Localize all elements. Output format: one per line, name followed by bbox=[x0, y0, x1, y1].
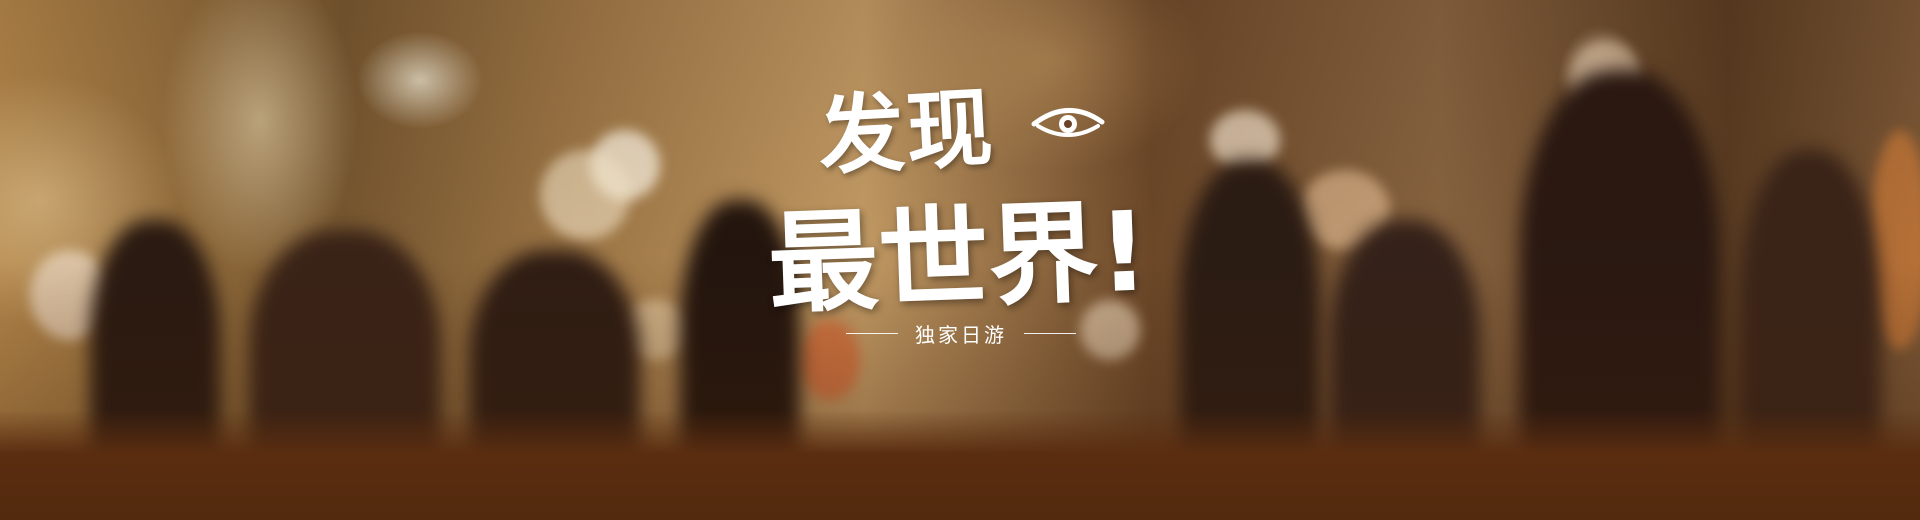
bokeh-light bbox=[540, 150, 630, 240]
eye-icon bbox=[1031, 108, 1105, 137]
divider-right bbox=[1024, 332, 1076, 334]
subtitle-row: 独家日游 bbox=[846, 318, 1076, 348]
divider-left bbox=[846, 332, 898, 334]
bottom-fade bbox=[0, 410, 1920, 520]
headline-line-2: 最世界! bbox=[766, 187, 1151, 329]
subtitle: 独家日游 bbox=[915, 322, 1007, 347]
bokeh-light bbox=[1080, 300, 1140, 360]
